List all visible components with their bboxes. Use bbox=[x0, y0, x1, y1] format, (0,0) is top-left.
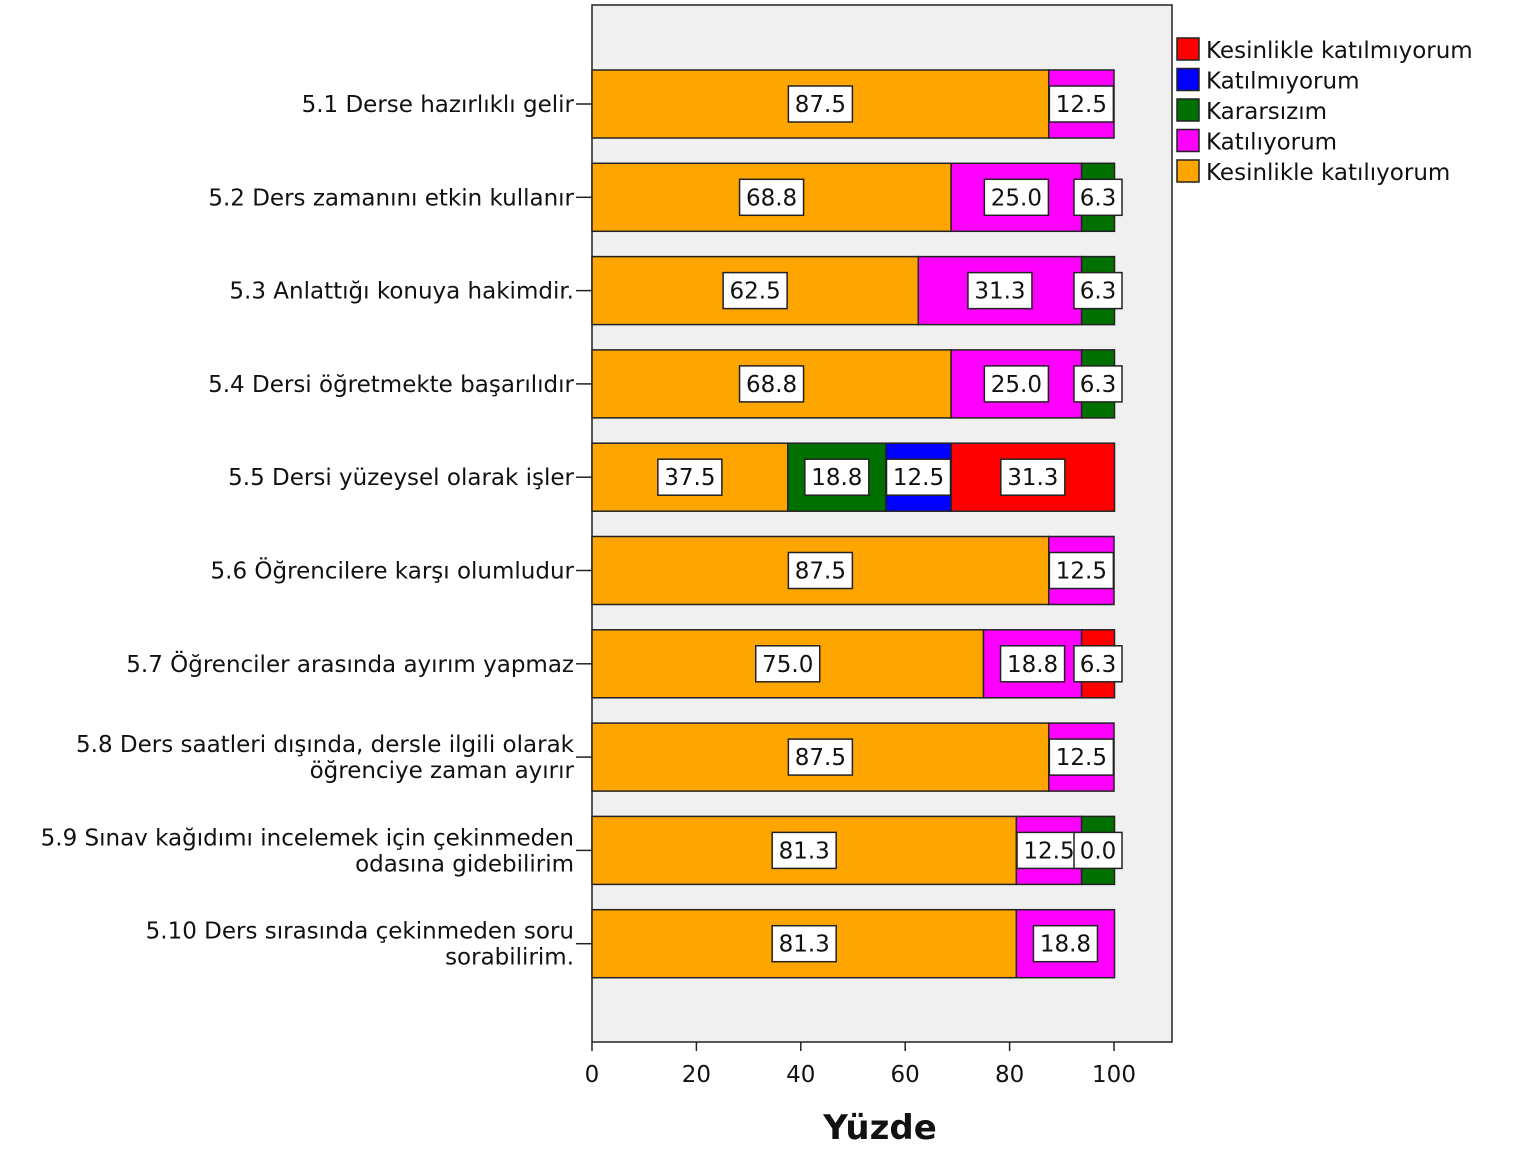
data-label: 31.3 bbox=[1007, 465, 1058, 491]
data-label: 81.3 bbox=[779, 838, 830, 864]
legend-label: Katılmıyorum bbox=[1206, 69, 1360, 95]
y-tick-label: 5.6 Öğrencilere karşı olumludur bbox=[211, 557, 575, 585]
y-tick-label: 5.1 Derse hazırlıklı gelir bbox=[302, 92, 575, 118]
x-tick-label: 100 bbox=[1092, 1062, 1136, 1088]
data-label-box bbox=[755, 645, 821, 683]
y-tick-label: 5.8 Ders saatleri dışında, dersle ilgili… bbox=[76, 732, 575, 784]
data-label-box bbox=[771, 831, 837, 870]
legend-swatch bbox=[1176, 98, 1200, 122]
y-tick-label: 5.4 Dersi öğretmekte başarılıdır bbox=[208, 372, 574, 398]
data-label: 25.0 bbox=[991, 372, 1042, 398]
data-label-box bbox=[787, 85, 854, 123]
data-label-box bbox=[771, 924, 837, 963]
data-label-box bbox=[738, 178, 805, 217]
legend-swatch bbox=[1176, 37, 1200, 61]
data-label-box bbox=[787, 551, 854, 590]
data-label: 68.8 bbox=[746, 372, 797, 398]
data-label-box bbox=[983, 365, 1050, 403]
y-tick-label: 5.10 Ders sırasında çekinmeden soru sorab… bbox=[146, 919, 574, 971]
data-label: 31.3 bbox=[974, 279, 1025, 305]
data-label: 37.5 bbox=[664, 465, 715, 491]
x-tick-label: 20 bbox=[682, 1062, 711, 1088]
data-label: 12.5 bbox=[1023, 838, 1074, 864]
data-label-box bbox=[1073, 365, 1123, 403]
data-label-box bbox=[722, 271, 788, 310]
data-label-box bbox=[1048, 551, 1115, 590]
data-label-box bbox=[999, 645, 1066, 683]
data-label-box bbox=[983, 178, 1050, 217]
data-label-box bbox=[885, 458, 952, 496]
bar-segment bbox=[591, 722, 1050, 792]
data-label-box bbox=[967, 271, 1033, 310]
data-label-box bbox=[787, 738, 854, 776]
legend-label: Katılıyorum bbox=[1206, 130, 1337, 156]
data-label: 12.5 bbox=[1056, 559, 1107, 585]
data-label: 0.0 bbox=[1080, 838, 1117, 864]
data-label: 87.5 bbox=[795, 745, 846, 771]
legend-label: Kesinlikle katılıyorum bbox=[1206, 160, 1450, 186]
data-label: 87.5 bbox=[795, 92, 846, 118]
data-label: 6.3 bbox=[1080, 185, 1117, 211]
y-tick-label: 5.5 Dersi yüzeysel olarak işler bbox=[228, 465, 574, 491]
data-label: 75.0 bbox=[762, 652, 813, 678]
data-label-box bbox=[1048, 85, 1115, 123]
legend-swatch bbox=[1176, 128, 1200, 153]
y-tick-label: 5.7 Öğrenciler arasında ayırım yapmaz bbox=[126, 650, 574, 678]
data-label: 6.3 bbox=[1080, 279, 1117, 305]
data-label-box bbox=[1048, 738, 1115, 776]
y-tick-label: 5.9 Sınav kağıdımı incelemek için çekinm… bbox=[41, 825, 574, 877]
y-tick-label: 5.2 Ders zamanını etkin kullanır bbox=[208, 185, 574, 211]
data-label: 68.8 bbox=[746, 185, 797, 211]
x-axis-title: Yüzde bbox=[822, 1108, 937, 1148]
y-tick-label: 5.3 Anlattığı konuya hakimdir. bbox=[229, 279, 574, 305]
data-label-box bbox=[657, 458, 723, 496]
plot-area bbox=[591, 4, 1173, 1043]
data-label: 6.3 bbox=[1080, 652, 1117, 678]
legend-label: Kararsızım bbox=[1206, 99, 1327, 125]
data-label: 18.8 bbox=[1007, 652, 1058, 678]
bar-segment bbox=[591, 442, 789, 512]
x-tick-label: 60 bbox=[891, 1062, 920, 1088]
data-label: 18.8 bbox=[811, 465, 862, 491]
data-label: 81.3 bbox=[779, 932, 830, 958]
data-label: 87.5 bbox=[795, 559, 846, 585]
x-tick-label: 80 bbox=[995, 1062, 1024, 1088]
data-label-box bbox=[738, 365, 805, 403]
data-label-box bbox=[1032, 924, 1099, 963]
data-label: 18.8 bbox=[1040, 932, 1091, 958]
data-label: 62.5 bbox=[730, 279, 781, 305]
data-label-box bbox=[1073, 178, 1123, 217]
data-label: 12.5 bbox=[1056, 92, 1107, 118]
data-label-box bbox=[1000, 458, 1066, 496]
x-tick-label: 0 bbox=[585, 1062, 600, 1088]
data-label: 6.3 bbox=[1080, 372, 1117, 398]
legend-swatch bbox=[1176, 159, 1200, 183]
data-label: 12.5 bbox=[893, 465, 944, 491]
legend-swatch bbox=[1176, 67, 1200, 92]
data-label-box bbox=[1073, 271, 1123, 310]
data-label: 12.5 bbox=[1056, 745, 1107, 771]
data-label-box bbox=[1073, 645, 1123, 683]
legend-label: Kesinlikle katılmıyorum bbox=[1206, 38, 1473, 64]
data-label-box bbox=[1073, 831, 1123, 870]
x-tick-label: 40 bbox=[786, 1062, 815, 1088]
data-label: 25.0 bbox=[991, 185, 1042, 211]
data-label-box bbox=[804, 458, 870, 496]
